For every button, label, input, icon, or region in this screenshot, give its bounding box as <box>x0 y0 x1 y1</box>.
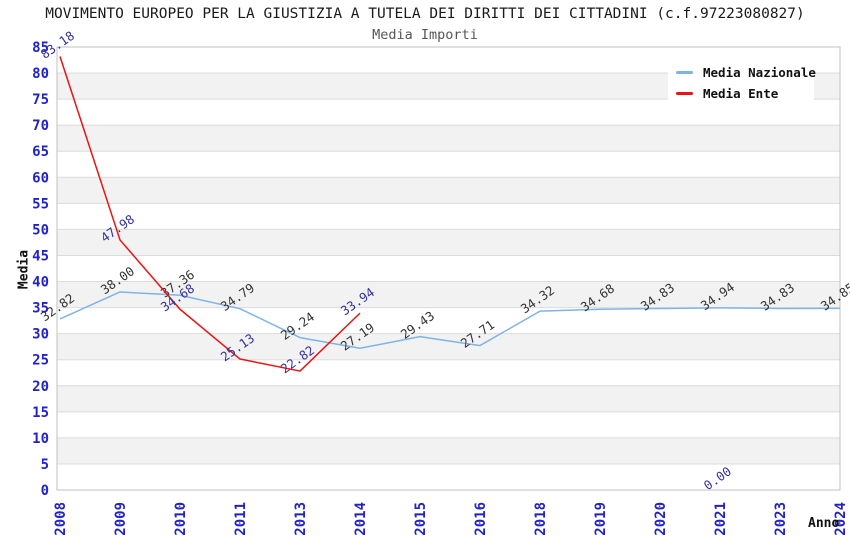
svg-text:10: 10 <box>32 431 49 447</box>
svg-text:2014: 2014 <box>353 502 369 536</box>
svg-text:60: 60 <box>32 170 49 186</box>
svg-text:2011: 2011 <box>233 502 249 536</box>
svg-text:20: 20 <box>32 379 49 395</box>
svg-text:0.00: 0.00 <box>701 464 734 494</box>
legend-swatch-ente-icon <box>676 92 693 95</box>
y-axis-title: Media <box>16 249 32 290</box>
chart-legend: Media Nazionale Media Ente <box>668 57 816 110</box>
svg-text:80: 80 <box>32 66 49 82</box>
svg-text:40: 40 <box>32 275 49 291</box>
svg-text:30: 30 <box>32 327 49 343</box>
svg-text:35: 35 <box>32 301 49 317</box>
chart-subtitle: Media Importi <box>372 27 478 43</box>
svg-text:2013: 2013 <box>293 502 309 536</box>
svg-text:2019: 2019 <box>593 502 609 536</box>
chart-title: MOVIMENTO EUROPEO PER LA GIUSTIZIA A TUT… <box>45 6 805 22</box>
legend-label-nazionale: Media Nazionale <box>703 65 816 80</box>
legend-item-media-nazionale: Media Nazionale <box>676 62 816 83</box>
svg-text:2021: 2021 <box>713 502 729 536</box>
svg-text:2016: 2016 <box>473 502 489 536</box>
svg-text:2008: 2008 <box>53 502 69 536</box>
svg-text:70: 70 <box>32 118 49 134</box>
svg-text:2020: 2020 <box>653 502 669 536</box>
svg-text:85: 85 <box>32 40 49 56</box>
legend-swatch-nazionale-icon <box>676 71 693 74</box>
legend-item-media-ente: Media Ente <box>676 83 806 104</box>
svg-text:65: 65 <box>32 144 49 160</box>
svg-text:2024: 2024 <box>833 502 849 536</box>
x-axis-title: Anno <box>808 516 840 531</box>
legend-label-ente: Media Ente <box>703 86 779 101</box>
svg-text:5: 5 <box>41 457 49 473</box>
svg-text:25: 25 <box>32 353 49 369</box>
svg-text:45: 45 <box>32 248 49 264</box>
svg-text:2010: 2010 <box>173 502 189 536</box>
svg-text:50: 50 <box>32 222 49 238</box>
svg-text:2023: 2023 <box>773 502 789 536</box>
svg-text:0: 0 <box>41 483 49 499</box>
svg-text:2009: 2009 <box>113 502 129 536</box>
svg-text:75: 75 <box>32 92 49 108</box>
svg-text:55: 55 <box>32 196 49 212</box>
svg-text:15: 15 <box>32 405 49 421</box>
svg-text:2015: 2015 <box>413 502 429 536</box>
svg-text:2018: 2018 <box>533 502 549 536</box>
